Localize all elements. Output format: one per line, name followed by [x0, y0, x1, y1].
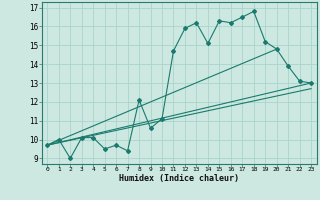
X-axis label: Humidex (Indice chaleur): Humidex (Indice chaleur): [119, 174, 239, 183]
